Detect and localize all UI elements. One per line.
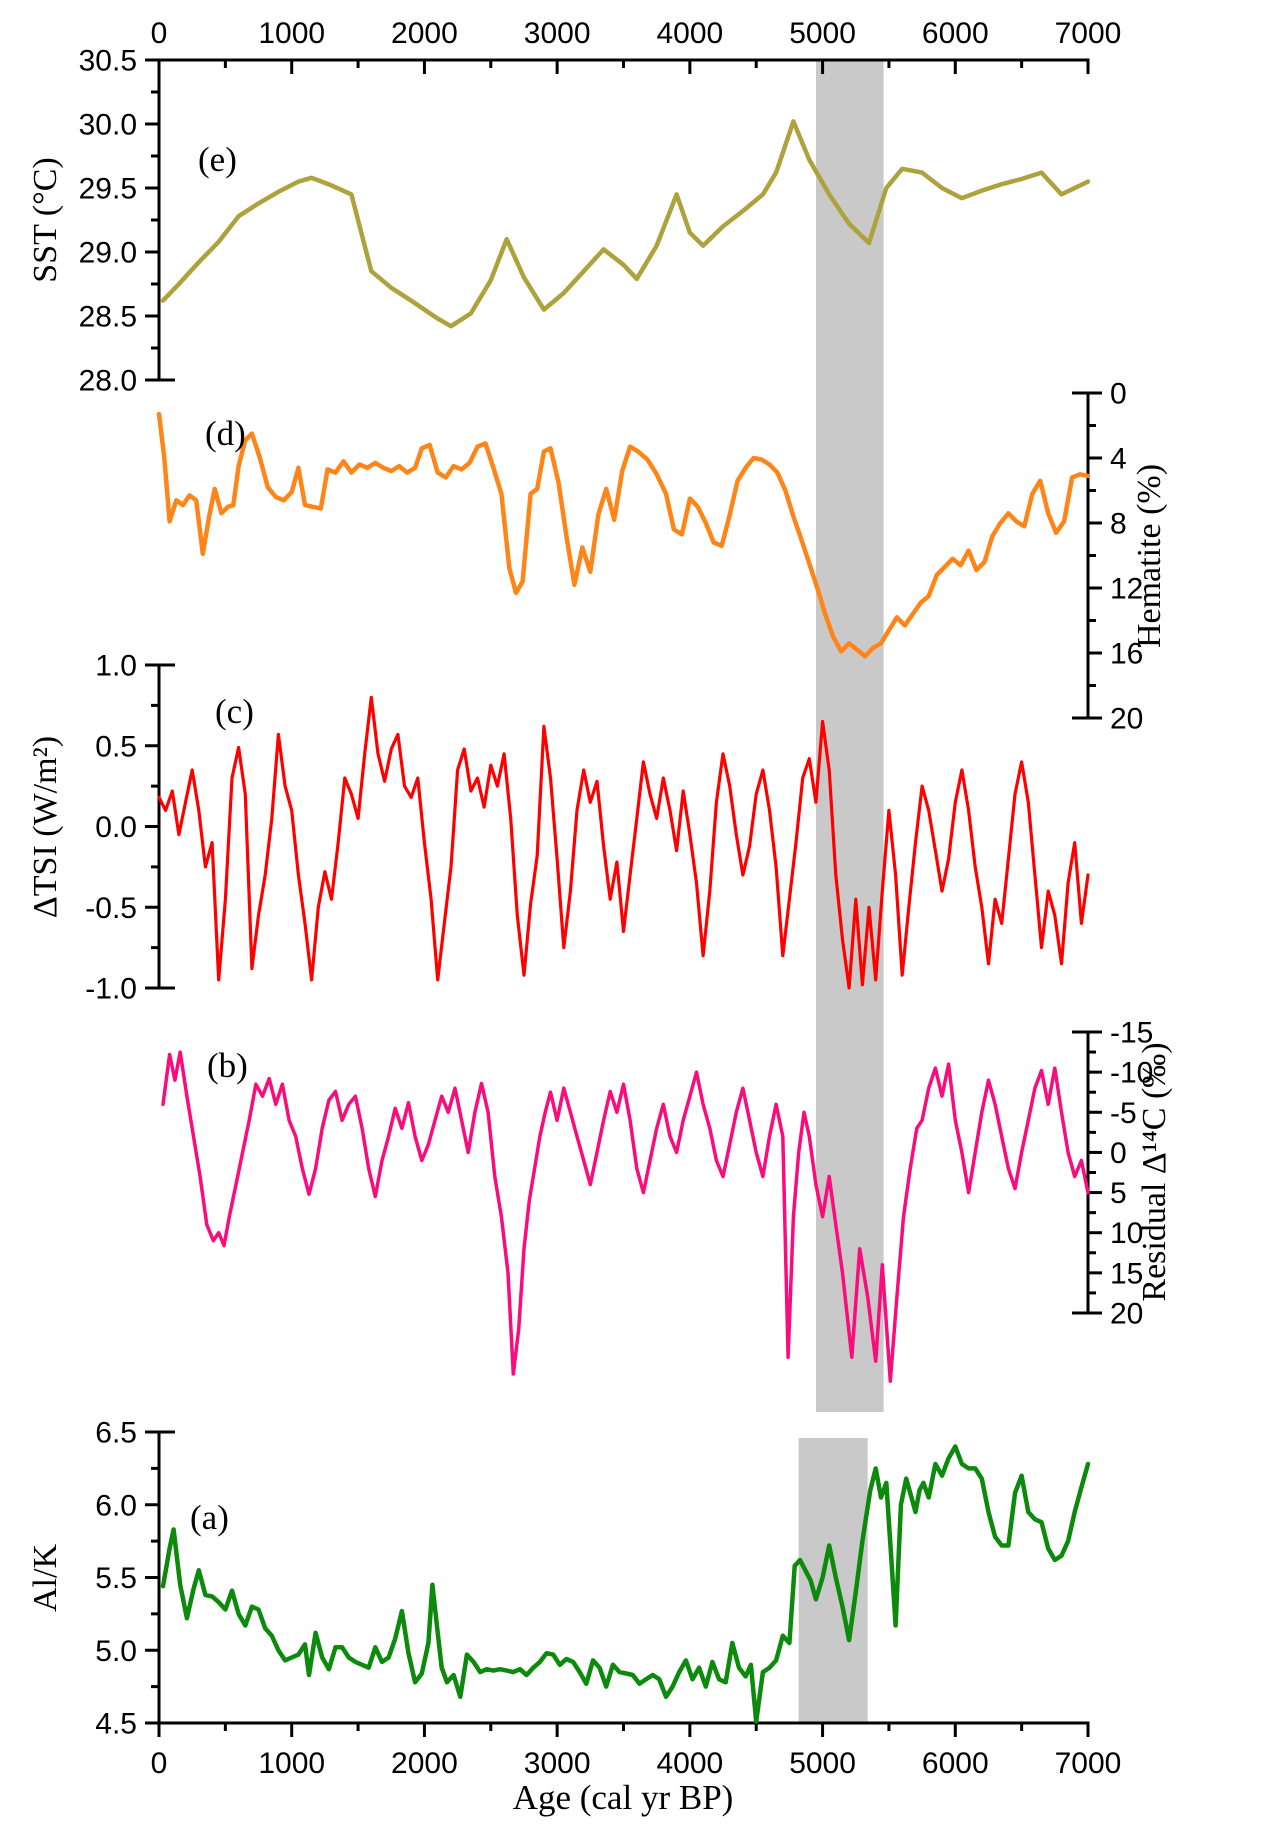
panel-label-d: (d) — [205, 414, 246, 453]
y-tick-label-e: 29.0 — [79, 237, 137, 270]
panel-label-e: (e) — [198, 140, 237, 179]
y-axis-title-hematite: Hematite (%) — [1131, 463, 1168, 649]
y-tick-label-d: 16 — [1110, 638, 1143, 671]
series-line-a — [160, 1444, 1091, 1724]
x-tick-label-bottom: 0 — [151, 1747, 168, 1780]
y-tick-label-d: 20 — [1110, 703, 1143, 736]
y-axis-title-tsi: ΔTSI (W/m²) — [27, 735, 64, 919]
y-tick-label-c: -1.0 — [85, 973, 137, 1006]
y-tick-label-b: 5 — [1110, 1177, 1127, 1210]
series-line-e — [160, 119, 1091, 329]
y-tick-label-e: 28.0 — [79, 365, 137, 398]
x-tick-label-top: 7000 — [1055, 17, 1122, 50]
y-tick-label-b: -15 — [1110, 1017, 1153, 1050]
y-tick-label-b: 0 — [1110, 1137, 1127, 1170]
series-line-c — [157, 695, 1090, 990]
x-tick-label-bottom: 1000 — [258, 1747, 325, 1780]
panel-label-b: (b) — [207, 1046, 248, 1085]
panel-label-a: (a) — [190, 1498, 229, 1537]
x-tick-label-bottom: 3000 — [524, 1747, 591, 1780]
x-tick-label-top: 4000 — [656, 17, 723, 50]
y-tick-label-a: 6.5 — [95, 1417, 137, 1450]
x-tick-label-bottom: 2000 — [391, 1747, 458, 1780]
y-tick-label-d: 12 — [1110, 573, 1143, 606]
y-tick-label-a: 4.5 — [95, 1708, 137, 1741]
y-tick-label-e: 29.5 — [79, 173, 137, 206]
y-tick-label-b: 15 — [1110, 1257, 1143, 1290]
y-tick-label-e: 28.5 — [79, 301, 137, 334]
x-tick-label-top: 1000 — [258, 17, 325, 50]
x-tick-label-top: 6000 — [922, 17, 989, 50]
y-tick-label-b: -10 — [1110, 1057, 1153, 1090]
panel-label-c: (c) — [215, 692, 254, 731]
y-tick-label-c: 1.0 — [95, 650, 137, 683]
x-tick-label-bottom: 6000 — [922, 1747, 989, 1780]
y-tick-label-c: -0.5 — [85, 892, 137, 925]
y-tick-label-d: 8 — [1110, 508, 1127, 541]
y-tick-label-c: 0.5 — [95, 730, 137, 763]
y-tick-label-d: 4 — [1110, 443, 1127, 476]
x-tick-label-bottom: 5000 — [789, 1747, 856, 1780]
y-tick-label-c: 0.0 — [95, 811, 137, 844]
x-tick-label-top: 5000 — [789, 17, 856, 50]
y-tick-label-b: 20 — [1110, 1298, 1143, 1331]
x-tick-label-top: 2000 — [391, 17, 458, 50]
y-tick-label-e: 30.5 — [79, 45, 137, 78]
series-line-d — [156, 411, 1091, 659]
y-axis-title-alk: Al/K — [27, 1544, 64, 1612]
y-tick-label-a: 6.0 — [95, 1489, 137, 1522]
y-tick-label-d: 0 — [1110, 378, 1127, 411]
x-tick-label-bottom: 4000 — [656, 1747, 723, 1780]
y-tick-label-a: 5.0 — [95, 1635, 137, 1668]
y-tick-label-b: 10 — [1110, 1217, 1143, 1250]
x-axis-title: Age (cal yr BP) — [512, 1778, 734, 1817]
y-tick-label-a: 5.5 — [95, 1562, 137, 1595]
series-line-b — [161, 1050, 1090, 1383]
x-tick-label-top: 0 — [151, 17, 168, 50]
y-axis-title-sst: SST (°C) — [27, 157, 64, 283]
x-tick-label-bottom: 7000 — [1055, 1747, 1122, 1780]
y-tick-label-b: -5 — [1110, 1097, 1137, 1130]
y-axis-title-c14: Residual Δ¹⁴C (‰) — [1136, 1042, 1173, 1302]
y-tick-label-e: 30.0 — [79, 109, 137, 142]
x-tick-label-top: 3000 — [524, 17, 591, 50]
